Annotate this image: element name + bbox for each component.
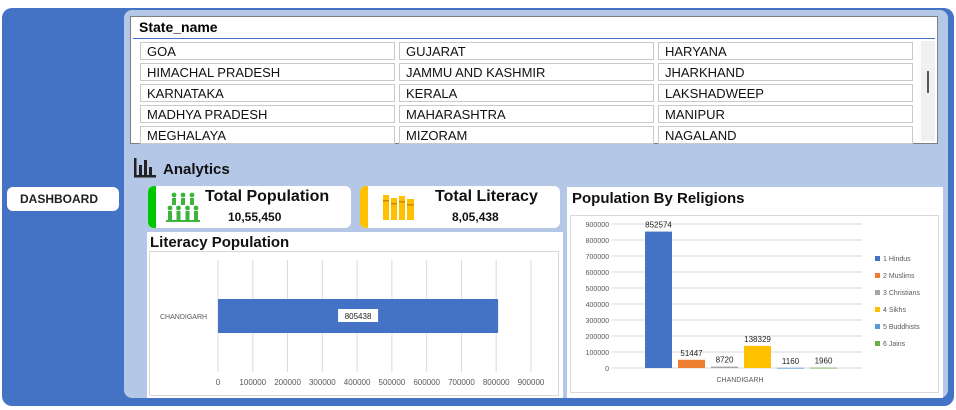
y-tick-label: 500000 <box>586 286 609 293</box>
literacy-plot: 0 100000 200000 300000 400000 500000 600000 700… <box>160 260 545 387</box>
x-tick-label: 600000 <box>413 378 440 387</box>
kpi-value: 10,55,450 <box>228 210 282 224</box>
x-tick-label: 200000 <box>274 378 301 387</box>
slicer-item-maharashtra[interactable]: MAHARASHTRA <box>399 105 654 123</box>
kpi-accent <box>148 186 156 228</box>
population-by-religions-chart: Population By Religions 0 100000 200000 300… <box>567 187 943 398</box>
bar-5-buddhists <box>777 367 804 369</box>
slicer-item-mizoram[interactable]: MIZORAM <box>399 126 654 144</box>
y-tick-label: 100000 <box>586 350 609 357</box>
x-tick-label: 400000 <box>344 378 371 387</box>
y-tick-label: 800000 <box>586 238 609 245</box>
slicer-scrollbar[interactable] <box>921 41 935 141</box>
data-label: 8720 <box>716 356 734 365</box>
legend-label: 2 Muslims <box>883 273 915 280</box>
state-slicer: State_name GOA GUJARAT HARYANA HIMACHAL … <box>130 16 938 144</box>
bar-1-hindus <box>645 231 672 368</box>
x-tick-label: 500000 <box>379 378 406 387</box>
slicer-item-himachal-pradesh[interactable]: HIMACHAL PRADESH <box>140 63 395 81</box>
x-tick-label: 700000 <box>448 378 475 387</box>
slicer-item-nagaland[interactable]: NAGALAND <box>658 126 913 144</box>
slicer-item-karnataka[interactable]: KARNATAKA <box>140 84 395 102</box>
people-icon <box>166 192 200 222</box>
slicer-title: State_name <box>139 19 218 35</box>
y-tick-label: 900000 <box>586 222 609 229</box>
y-tick-label: 300000 <box>586 318 609 325</box>
slicer-item-manipur[interactable]: MANIPUR <box>658 105 913 123</box>
slicer-scroll-thumb[interactable] <box>927 71 929 93</box>
legend-swatch <box>875 324 880 329</box>
slicer-item-kerala[interactable]: KERALA <box>399 84 654 102</box>
analytics-label: Analytics <box>163 161 230 178</box>
kpi-title: Total Population <box>205 188 330 205</box>
data-label: 1160 <box>782 357 800 366</box>
books-icon <box>383 195 414 220</box>
bar-2-muslims <box>678 359 705 368</box>
x-tick-label: 300000 <box>309 378 336 387</box>
bar-chart-icon <box>134 157 156 177</box>
slicer-item-jharkhand[interactable]: JHARKHAND <box>658 63 913 81</box>
kpi-accent <box>360 186 368 228</box>
bar-3-christians <box>711 366 738 368</box>
data-label-box <box>338 309 379 322</box>
x-category-label: CHANDIGARH <box>716 377 763 384</box>
religions-plot: 0 100000 200000 300000 400000 500000 600000 700… <box>586 221 921 384</box>
x-tick-label: 100000 <box>239 378 266 387</box>
legend-swatch <box>875 341 880 346</box>
slicer-item-gujarat[interactable]: GUJARAT <box>399 42 654 60</box>
x-tick-label: 0 <box>216 378 221 387</box>
y-tick-label: 400000 <box>586 302 609 309</box>
kpi-value: 8,05,438 <box>452 210 499 224</box>
y-tick-label: 200000 <box>586 334 609 341</box>
total-population-card: Total Population 10,55,450 <box>148 186 351 228</box>
data-label: 138329 <box>744 335 771 344</box>
kpi-title: Total Literacy <box>435 188 538 205</box>
slicer-item-lakshadweep[interactable]: LAKSHADWEEP <box>658 84 913 102</box>
slicer-item-jammu-and-kashmir[interactable]: JAMMU AND KASHMIR <box>399 63 654 81</box>
slicer-item-haryana[interactable]: HARYANA <box>658 42 913 60</box>
legend-swatch <box>875 256 880 261</box>
slicer-item-grid: GOA GUJARAT HARYANA HIMACHAL PRADESH JAM… <box>140 42 918 144</box>
slicer-item-goa[interactable]: GOA <box>140 42 395 60</box>
slicer-divider <box>133 38 935 39</box>
legend-swatch <box>875 273 880 278</box>
data-label: 805438 <box>345 312 372 321</box>
literacy-population-chart: Literacy Population 0 100000 200000 300000 4… <box>147 232 563 398</box>
dashboard-button[interactable]: DASHBOARD <box>7 187 119 211</box>
analytics-header: Analytics <box>133 157 230 178</box>
legend-label: 6 Jains <box>883 341 906 348</box>
legend-label: 5 Buddhists <box>883 324 920 331</box>
legend-label: 4 Sikhs <box>883 307 906 314</box>
bar-6-jains <box>810 367 837 369</box>
legend-label: 3 Christians <box>883 290 920 297</box>
slicer-item-madhya-pradesh[interactable]: MADHYA PRADESH <box>140 105 395 123</box>
total-literacy-card: Total Literacy 8,05,438 <box>360 186 560 228</box>
bar-4-sikhs <box>744 345 771 368</box>
data-label: 852574 <box>645 221 672 230</box>
legend-swatch <box>875 307 880 312</box>
x-tick-label: 800000 <box>483 378 510 387</box>
chart-title: Literacy Population <box>150 234 290 251</box>
y-tick-label: 600000 <box>586 270 609 277</box>
slicer-item-meghalaya[interactable]: MEGHALAYA <box>140 126 395 144</box>
legend-label: 1 Hindus <box>883 256 911 263</box>
chart-title: Population By Religions <box>572 190 745 207</box>
y-category-label: CHANDIGARH <box>160 314 207 321</box>
legend-swatch <box>875 290 880 295</box>
y-tick-label: 700000 <box>586 254 609 261</box>
y-tick-label: 0 <box>605 366 609 373</box>
x-tick-label: 900000 <box>518 378 545 387</box>
data-label: 1960 <box>815 357 833 366</box>
data-label: 51447 <box>680 349 703 358</box>
